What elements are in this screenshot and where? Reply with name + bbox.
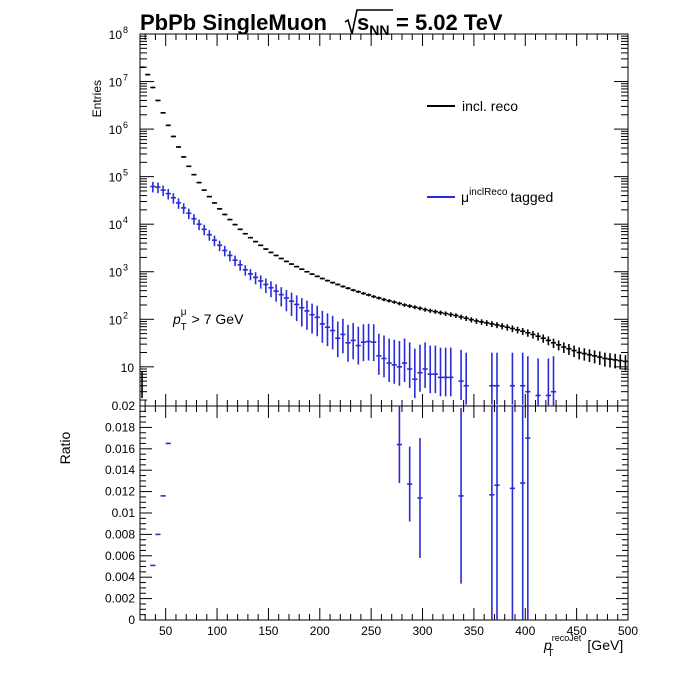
ratio-y-tick-label: 0.01 xyxy=(112,506,136,520)
x-tick-label: 350 xyxy=(464,624,484,638)
ratio-plot-frame xyxy=(139,405,629,621)
ratio-y-tick-label: 0.014 xyxy=(105,463,135,477)
x-tick-label: 150 xyxy=(258,624,278,638)
x-tick-label: 200 xyxy=(310,624,330,638)
ratio-point xyxy=(489,406,495,620)
legend-label-tagged-sup: inclReco xyxy=(469,187,508,198)
ratio-y-tick-label: 0 xyxy=(128,613,135,627)
legend-label-incl: incl. reco xyxy=(462,98,518,114)
y-axis-label-ratio: Ratio xyxy=(57,431,73,464)
legend: incl. reco μinclReco tagged xyxy=(427,98,553,205)
y-axis-label-top: Entries xyxy=(90,80,104,117)
x-tick-label: 300 xyxy=(413,624,433,638)
x-tick-label: 400 xyxy=(515,624,535,638)
x-tick-label: 450 xyxy=(567,624,587,638)
ratio-y-tick-label: 0.016 xyxy=(105,442,135,456)
ratio-y-tick-label: 0.008 xyxy=(105,527,135,541)
x-tick-label: 100 xyxy=(207,624,227,638)
annotation-p: p xyxy=(172,311,181,327)
y-tick-label: 10 xyxy=(109,76,123,90)
ratio-point xyxy=(525,406,531,620)
ratio-point xyxy=(458,408,464,584)
x-axis-label-p: p xyxy=(543,637,552,653)
ratio-plot-marks xyxy=(150,406,531,620)
ratio-y-tick-label: 0.002 xyxy=(105,592,135,606)
y-tick-label-exp: 5 xyxy=(123,168,128,178)
ratio-y-tick-label: 0.004 xyxy=(105,570,135,584)
x-axis-label-sup: recoJet xyxy=(552,633,582,643)
legend-label-tagged-base: μ xyxy=(461,189,469,205)
title-main: PbPb SingleMuon xyxy=(140,10,327,35)
ratio-point xyxy=(509,406,515,620)
y-tick-label: 10 xyxy=(109,171,123,185)
y-tick-label: 10 xyxy=(109,28,123,42)
ratio-point xyxy=(407,446,413,522)
top-plot-marks xyxy=(140,66,628,406)
series-tagged xyxy=(150,181,557,406)
y-tick-label: 10 xyxy=(109,313,123,327)
y-tick-label-exp: 2 xyxy=(123,310,128,320)
y-tick-label: 10 xyxy=(109,123,123,137)
ratio-point xyxy=(520,406,526,620)
x-axis-label-rest: [GeV] xyxy=(587,637,623,653)
x-tick-label: 50 xyxy=(159,624,173,638)
annotation-sup: μ xyxy=(181,307,187,318)
y-tick-label-exp: 3 xyxy=(123,263,128,273)
ratio-point xyxy=(494,406,500,620)
ratio-y-tick-label: 0.012 xyxy=(105,485,135,499)
legend-label-tagged-rest: tagged xyxy=(510,189,553,205)
y-tick-label-exp: 4 xyxy=(123,215,128,225)
ratio-y-tick-label: 0.02 xyxy=(112,399,136,413)
annotation-sub: T xyxy=(181,322,187,333)
ratio-y-tick-label: 0.006 xyxy=(105,549,135,563)
title-sub: NN xyxy=(369,22,389,38)
ratio-point xyxy=(396,406,402,484)
y-tick-label-exp: 6 xyxy=(123,120,128,130)
y-tick-label: 10 xyxy=(121,361,135,375)
x-tick-label: 250 xyxy=(361,624,381,638)
ratio-y-tick-label: 0.018 xyxy=(105,420,135,434)
x-axis-label: precoJet T [GeV] xyxy=(543,633,623,659)
annotation-rest: > 7 GeV xyxy=(192,311,244,327)
x-axis-label-sub: T xyxy=(547,648,553,659)
ratio-axis-ticks: 0 0.002 0.004 0.006 0.008 0.01 0.012 0.014 0.016… xyxy=(105,399,638,638)
y-tick-label: 10 xyxy=(109,266,123,280)
y-tick-label-exp: 7 xyxy=(123,73,128,83)
annotation-pt-cut: pμ T > 7 GeV xyxy=(172,307,244,333)
title-energy: = 5.02 TeV xyxy=(396,10,503,35)
ratio-point xyxy=(417,438,423,558)
y-tick-label-exp: 8 xyxy=(123,25,128,35)
series-incl-reco xyxy=(140,66,628,371)
y-tick-label: 10 xyxy=(109,218,123,232)
x-tick-label: 500 xyxy=(618,624,638,638)
